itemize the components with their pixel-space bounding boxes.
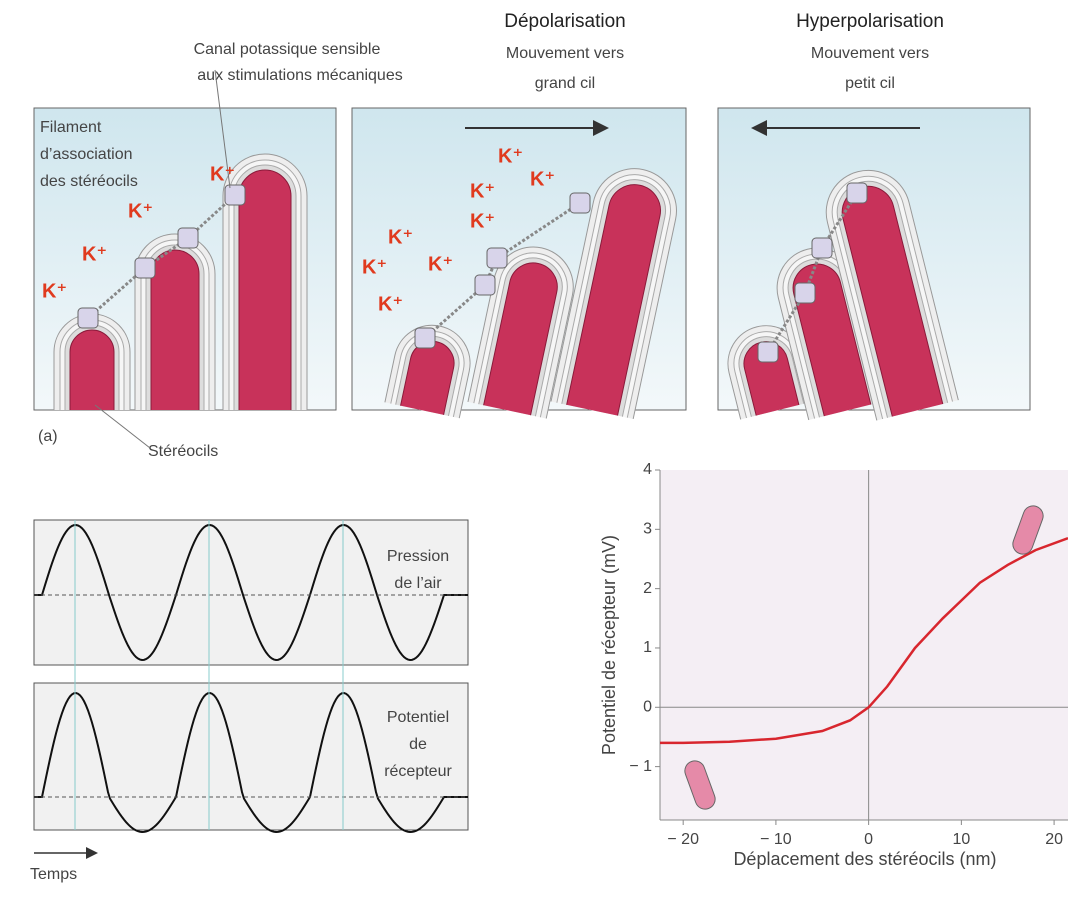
label: K⁺ bbox=[498, 145, 523, 167]
label: de l’air bbox=[394, 575, 442, 592]
label: K⁺ bbox=[388, 226, 413, 248]
label: K⁺ bbox=[378, 293, 403, 315]
x-axis-label: Déplacement des stéréocils (nm) bbox=[733, 849, 996, 869]
label: aux stimulations mécaniques bbox=[197, 67, 402, 84]
label: K⁺ bbox=[530, 168, 555, 190]
y-tick-label: − 1 bbox=[629, 758, 652, 775]
label: récepteur bbox=[384, 763, 452, 780]
y-tick-label: 4 bbox=[643, 461, 652, 478]
page: Canal potassique sensible aux stimulation… bbox=[0, 0, 1068, 903]
ion-channel bbox=[475, 275, 495, 295]
x-tick-label: 10 bbox=[952, 831, 970, 848]
label: d’association bbox=[40, 146, 133, 163]
figure: Canal potassique sensible aux stimulation… bbox=[0, 0, 1068, 898]
ion-channel bbox=[758, 342, 778, 362]
label: K⁺ bbox=[362, 256, 387, 278]
label: des stéréocils bbox=[40, 173, 138, 190]
ion-channel bbox=[570, 193, 590, 213]
label: petit cil bbox=[845, 75, 895, 92]
x-tick-label: − 20 bbox=[667, 831, 699, 848]
label: K⁺ bbox=[428, 253, 453, 275]
label: K⁺ bbox=[82, 243, 107, 265]
y-axis-label: Potentiel de récepteur (mV) bbox=[599, 535, 619, 755]
cilium-layer bbox=[151, 250, 199, 440]
x-tick-label: 0 bbox=[864, 831, 873, 848]
ion-channel bbox=[225, 185, 245, 205]
pointer bbox=[95, 405, 150, 448]
y-tick-label: 2 bbox=[643, 580, 652, 597]
ion-channel bbox=[795, 283, 815, 303]
label: Dépolarisation bbox=[504, 11, 625, 32]
label: de bbox=[409, 736, 427, 753]
label: Filament bbox=[40, 119, 102, 136]
label: Mouvement vers bbox=[811, 45, 929, 62]
x-tick-label: 20 bbox=[1045, 831, 1063, 848]
label: Canal potassique sensible bbox=[194, 41, 381, 58]
y-tick-label: 1 bbox=[643, 639, 652, 656]
ion-channel bbox=[847, 183, 867, 203]
label: Mouvement vers bbox=[506, 45, 624, 62]
y-tick-label: 3 bbox=[643, 521, 652, 538]
label: Stéréocils bbox=[148, 443, 218, 460]
wave-box bbox=[34, 520, 468, 665]
y-tick-label: 0 bbox=[643, 699, 652, 716]
stereocilium bbox=[54, 314, 130, 456]
ion-channel bbox=[135, 258, 155, 278]
label: K⁺ bbox=[470, 180, 495, 202]
label: Pression bbox=[387, 548, 449, 565]
ion-channel bbox=[78, 308, 98, 328]
ion-channel bbox=[812, 238, 832, 258]
ion-channel bbox=[178, 228, 198, 248]
label: K⁺ bbox=[42, 280, 67, 302]
label: Hyperpolarisation bbox=[796, 11, 944, 32]
cilium-layer bbox=[239, 170, 291, 440]
x-tick-label: − 10 bbox=[760, 831, 792, 848]
label: K⁺ bbox=[470, 210, 495, 232]
label: K⁺ bbox=[128, 200, 153, 222]
plot-area bbox=[660, 470, 1068, 820]
label: (a) bbox=[38, 428, 58, 445]
ion-channel bbox=[415, 328, 435, 348]
label: K⁺ bbox=[210, 163, 235, 185]
wave-box bbox=[34, 683, 468, 830]
label: Temps bbox=[30, 866, 77, 883]
label: Potentiel bbox=[387, 709, 449, 726]
label: grand cil bbox=[535, 75, 595, 92]
ion-channel bbox=[487, 248, 507, 268]
cilium-layer bbox=[70, 330, 114, 440]
